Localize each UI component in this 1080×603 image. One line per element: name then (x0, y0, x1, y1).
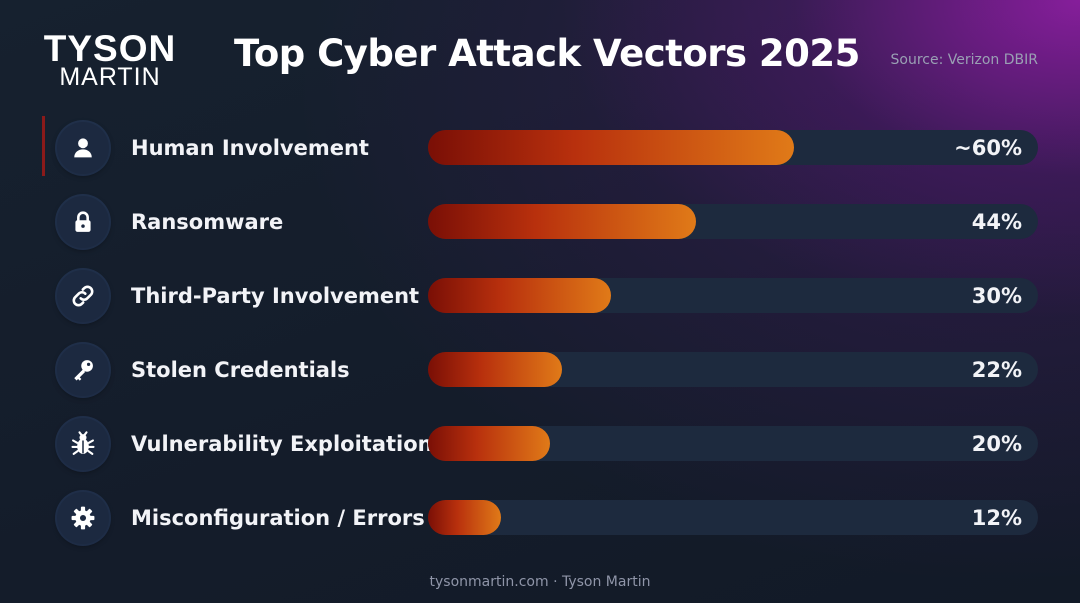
bar (428, 130, 794, 165)
value-label: 12% (971, 506, 1022, 530)
source-note: Source: Verizon DBIR (890, 52, 1038, 68)
brand-logo: TYSON MARTIN (40, 30, 180, 90)
bar-row: Human Involvement ~60% (0, 116, 1080, 182)
lock-icon (57, 196, 109, 248)
bar-row: Vulnerability Exploitation 20% (0, 418, 1080, 478)
value-label: 22% (971, 358, 1022, 382)
bug-icon (57, 418, 109, 470)
category-label: Vulnerability Exploitation (131, 432, 433, 456)
brand-name-bottom: MARTIN (59, 63, 161, 91)
value-label: 30% (971, 284, 1022, 308)
bar (428, 204, 696, 239)
category-label: Ransomware (131, 210, 284, 234)
bar (428, 426, 550, 461)
bar-track (428, 278, 1038, 313)
category-label: Stolen Credentials (131, 358, 350, 382)
bar-track (428, 352, 1038, 387)
bar-track (428, 130, 1038, 165)
category-label: Third-Party Involvement (131, 284, 420, 308)
category-label: Misconfiguration / Errors (131, 506, 425, 530)
value-label: ~60% (954, 136, 1022, 160)
bar-row: Third-Party Involvement 30% (0, 270, 1080, 330)
value-label: 20% (971, 432, 1022, 456)
bar-row: Ransomware 44% (0, 196, 1080, 256)
key-icon (57, 344, 109, 396)
bar (428, 500, 501, 535)
link-icon (57, 270, 109, 322)
bar (428, 278, 611, 313)
bar-row: Stolen Credentials 22% (0, 344, 1080, 404)
gear-icon (57, 492, 109, 544)
bar-track (428, 204, 1038, 239)
highlight-accent (42, 116, 45, 176)
bar-row: Misconfiguration / Errors 12% (0, 492, 1080, 552)
footer-credit: tysonmartin.com · Tyson Martin (429, 574, 651, 590)
bar-track (428, 426, 1038, 461)
bar (428, 352, 562, 387)
category-label: Human Involvement (131, 136, 369, 160)
chart-title: Top Cyber Attack Vectors 2025 (234, 32, 860, 75)
bar-track (428, 500, 1038, 535)
value-label: 44% (971, 210, 1022, 234)
brand-name-top: TYSON (43, 28, 177, 69)
user-icon (57, 122, 109, 174)
